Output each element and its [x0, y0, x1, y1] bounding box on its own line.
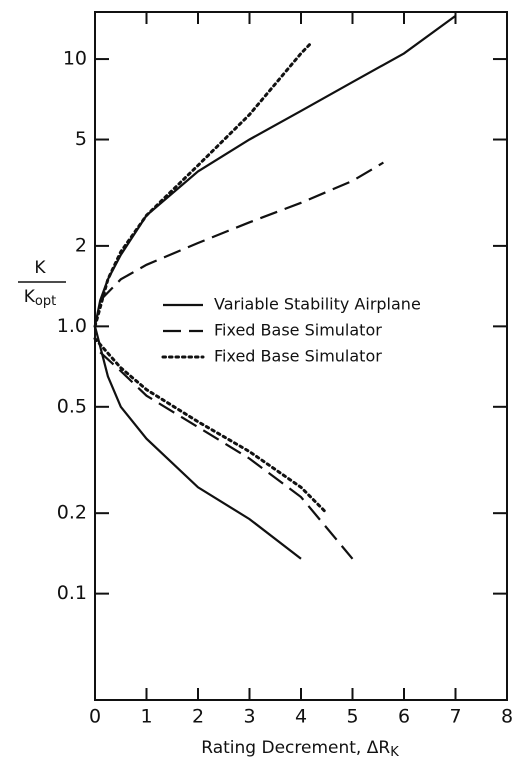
y-axis-label: K Kopt	[18, 258, 66, 309]
x-tick-label: 1	[140, 706, 152, 728]
curve	[93, 337, 329, 515]
y-tick-label: 2	[75, 234, 87, 256]
y-tick-label: 10	[63, 48, 87, 70]
x-tick-label: 7	[449, 706, 461, 728]
x-label-main: Rating Decrement, ΔR	[201, 738, 390, 758]
legend-label: Fixed Base Simulator	[214, 347, 382, 366]
y-label-denominator: Kopt	[24, 287, 56, 309]
x-tick-label: 0	[89, 706, 101, 728]
denominator-main: K	[24, 287, 36, 307]
x-tick-label: 5	[346, 706, 358, 728]
curve	[93, 326, 302, 560]
x-tick-label: 8	[501, 706, 513, 728]
curve	[99, 351, 354, 560]
curve	[93, 41, 313, 328]
x-tick-label: 4	[295, 706, 307, 728]
x-tick-label: 2	[192, 706, 204, 728]
y-tick-label: 0.1	[57, 582, 87, 604]
y-label-numerator: K	[34, 258, 46, 278]
curve	[93, 15, 457, 327]
y-tick-label: 5	[75, 128, 87, 150]
y-tick-label: 0.5	[57, 395, 87, 417]
x-axis-label: Rating Decrement, ΔRK	[201, 738, 399, 760]
curve	[99, 161, 384, 302]
x-tick-label: 3	[243, 706, 255, 728]
legend-label: Variable Stability Airplane	[214, 295, 421, 314]
x-tick-label: 6	[398, 706, 410, 728]
denominator-sub: opt	[35, 294, 56, 309]
legend-label: Fixed Base Simulator	[214, 321, 382, 340]
x-label-sub: K	[390, 745, 399, 760]
y-tick-label: 1.0	[57, 315, 87, 337]
y-tick-label: 0.2	[57, 502, 87, 524]
